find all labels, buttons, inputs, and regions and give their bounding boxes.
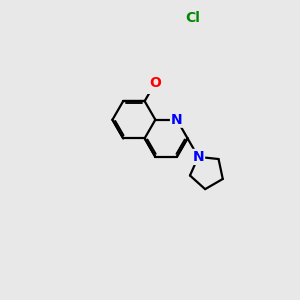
Text: N: N [193, 150, 204, 164]
Text: N: N [171, 113, 183, 127]
Text: O: O [149, 76, 161, 90]
Text: Cl: Cl [185, 11, 200, 25]
